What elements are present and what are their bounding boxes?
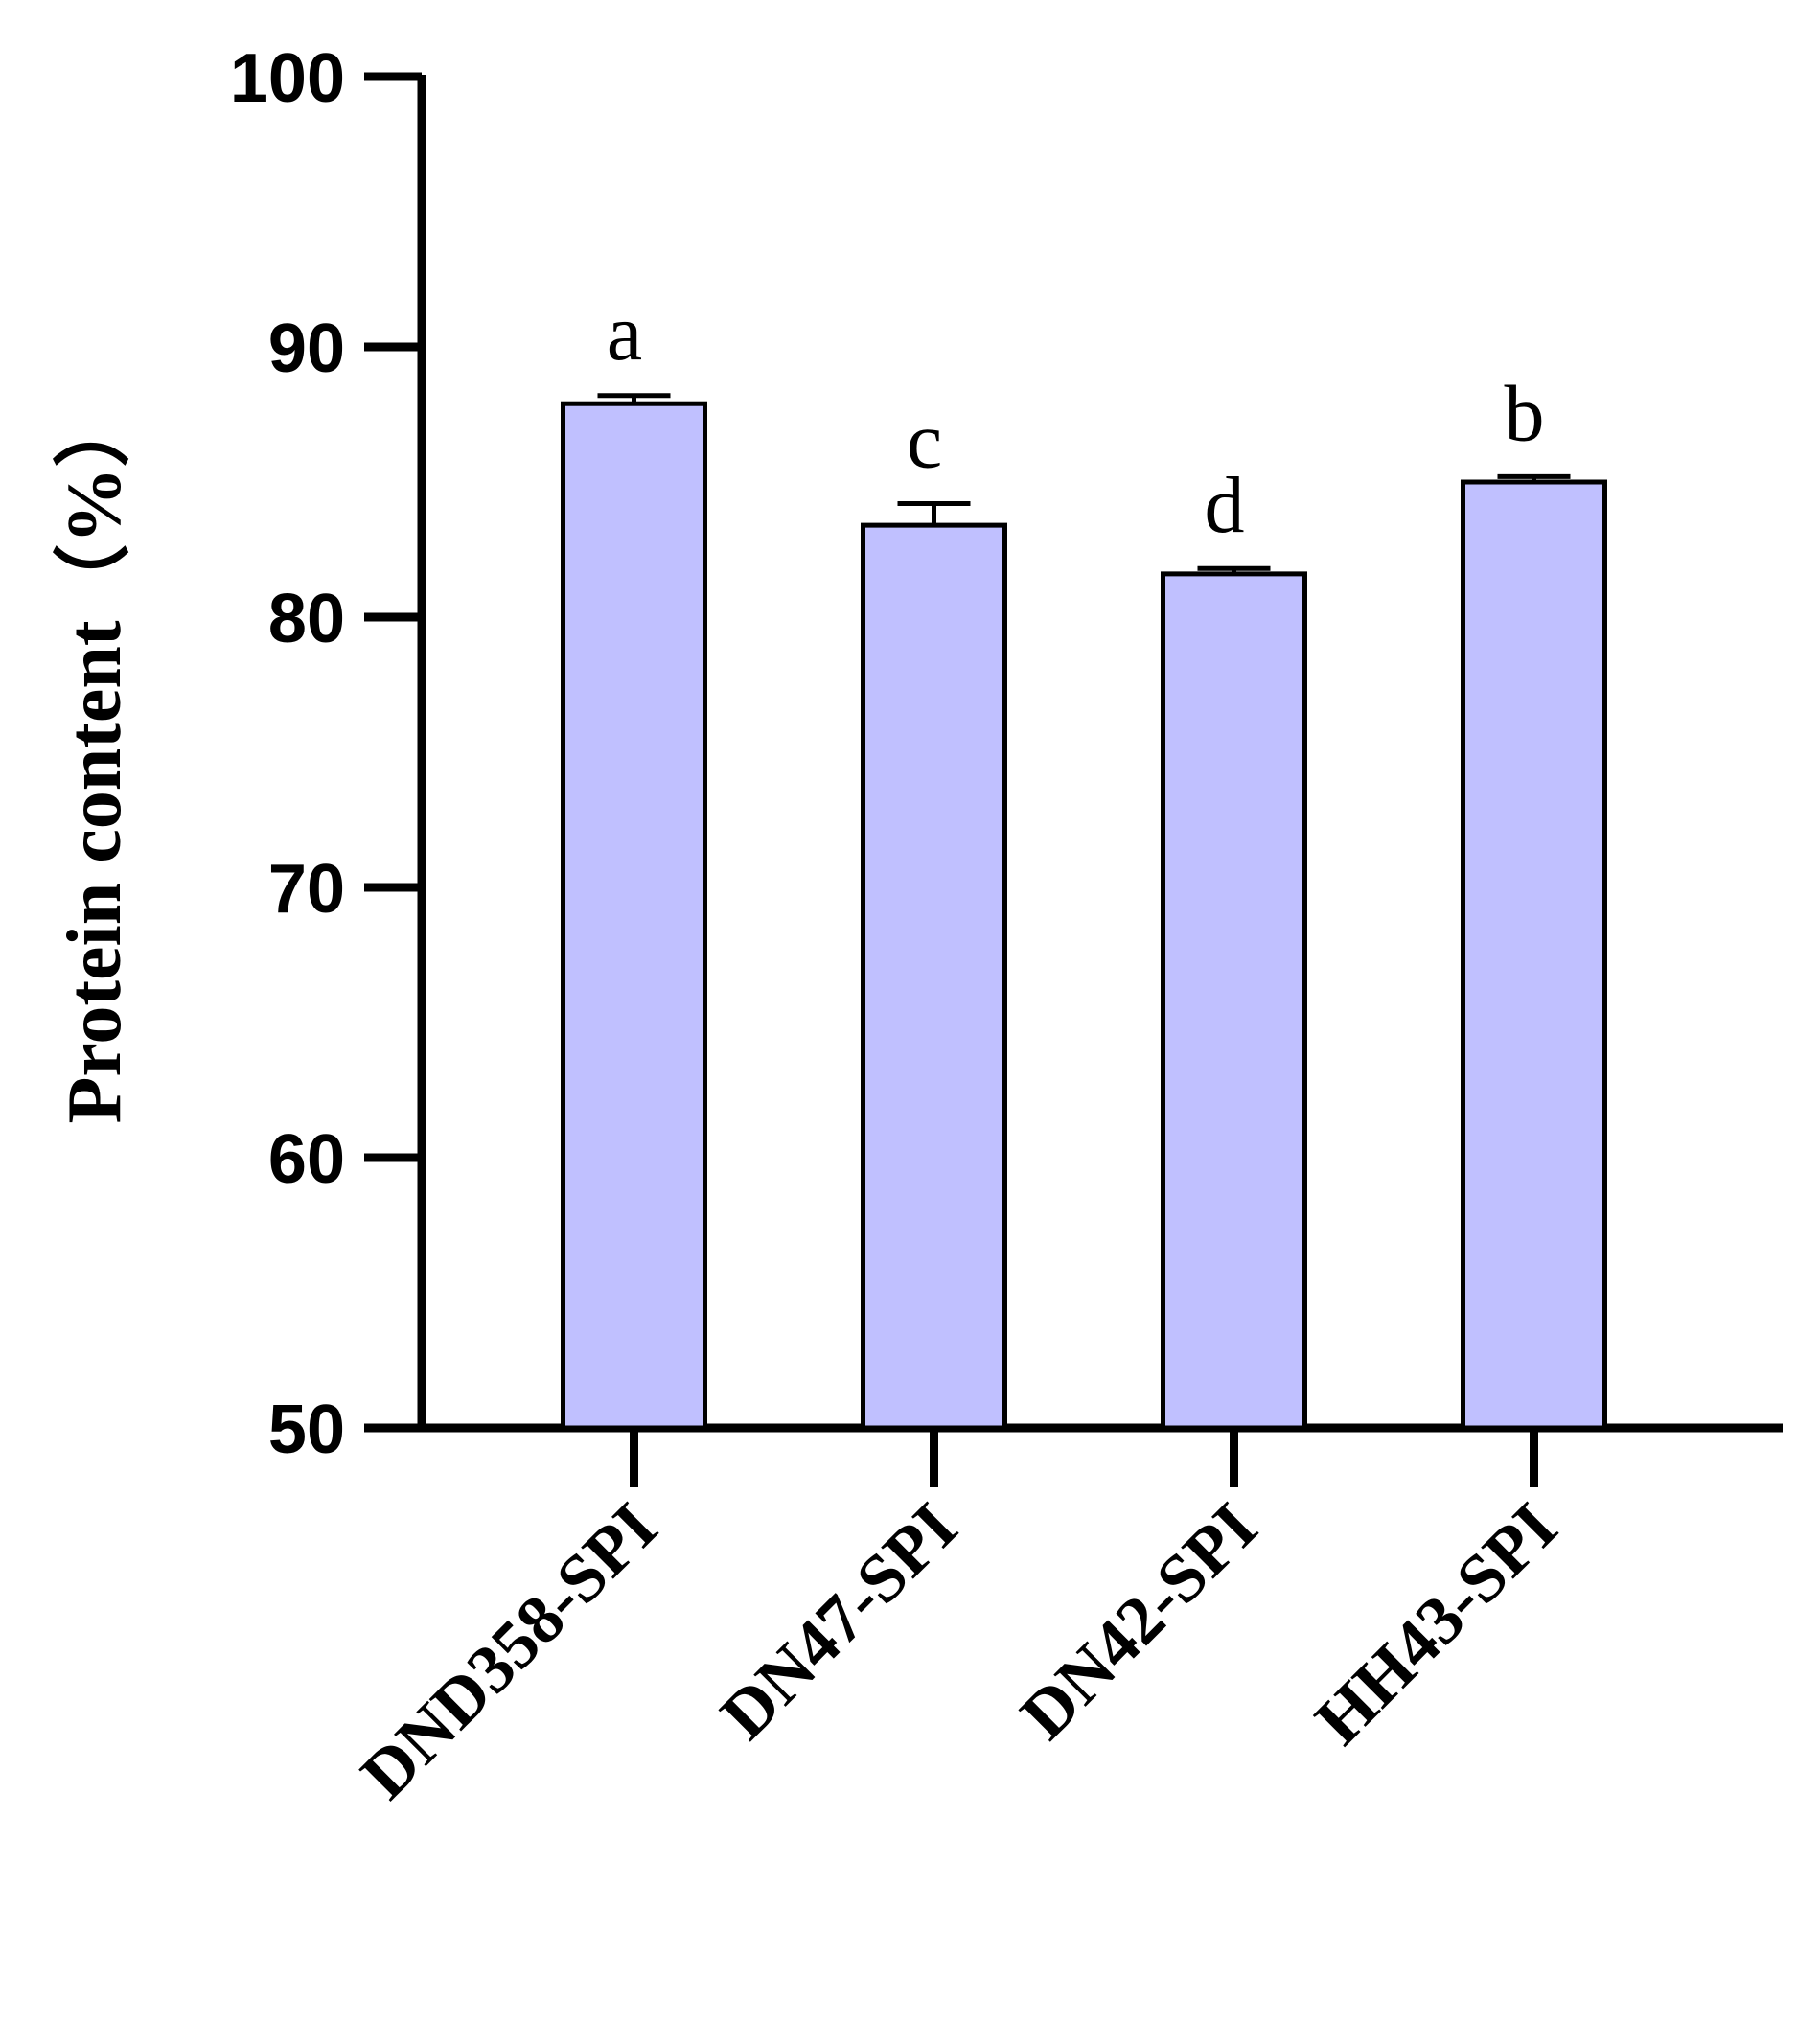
x-axis [418, 1423, 1783, 1487]
bar [1461, 479, 1607, 1431]
y-tick-label: 100 [230, 40, 345, 117]
y-tick-label: 60 [268, 1121, 345, 1198]
y-tick-label: 90 [268, 310, 345, 387]
significance-letter: c [907, 397, 942, 486]
y-tick-label: 70 [268, 851, 345, 928]
y-axis-title-group: Protein content（%） [53, 390, 137, 1123]
bars [561, 401, 1607, 1431]
significance-letter: d [1205, 461, 1245, 550]
x-tick-label: HH43-SPI [1301, 1488, 1572, 1759]
x-tick-labels: DND358-SPI DN47-SPI DN42-SPI HH43-SPI [346, 1488, 1571, 1813]
bar [561, 401, 707, 1431]
significance-letters: a c d b [607, 288, 1545, 550]
bar [1161, 571, 1307, 1431]
y-axis: 50 60 70 80 90 100 [230, 40, 426, 1468]
significance-letter: b [1505, 369, 1545, 458]
x-tick-label: DN42-SPI [1006, 1488, 1272, 1754]
y-tick-label: 50 [268, 1391, 345, 1468]
bar [861, 522, 1007, 1431]
error-bars [597, 393, 1571, 574]
significance-letter: a [607, 288, 642, 378]
y-tick-label: 80 [268, 581, 345, 657]
x-tick-label: DND358-SPI [346, 1488, 671, 1813]
y-axis-title: Protein content（%） [53, 390, 137, 1123]
x-tick-label: DN47-SPI [706, 1488, 972, 1754]
